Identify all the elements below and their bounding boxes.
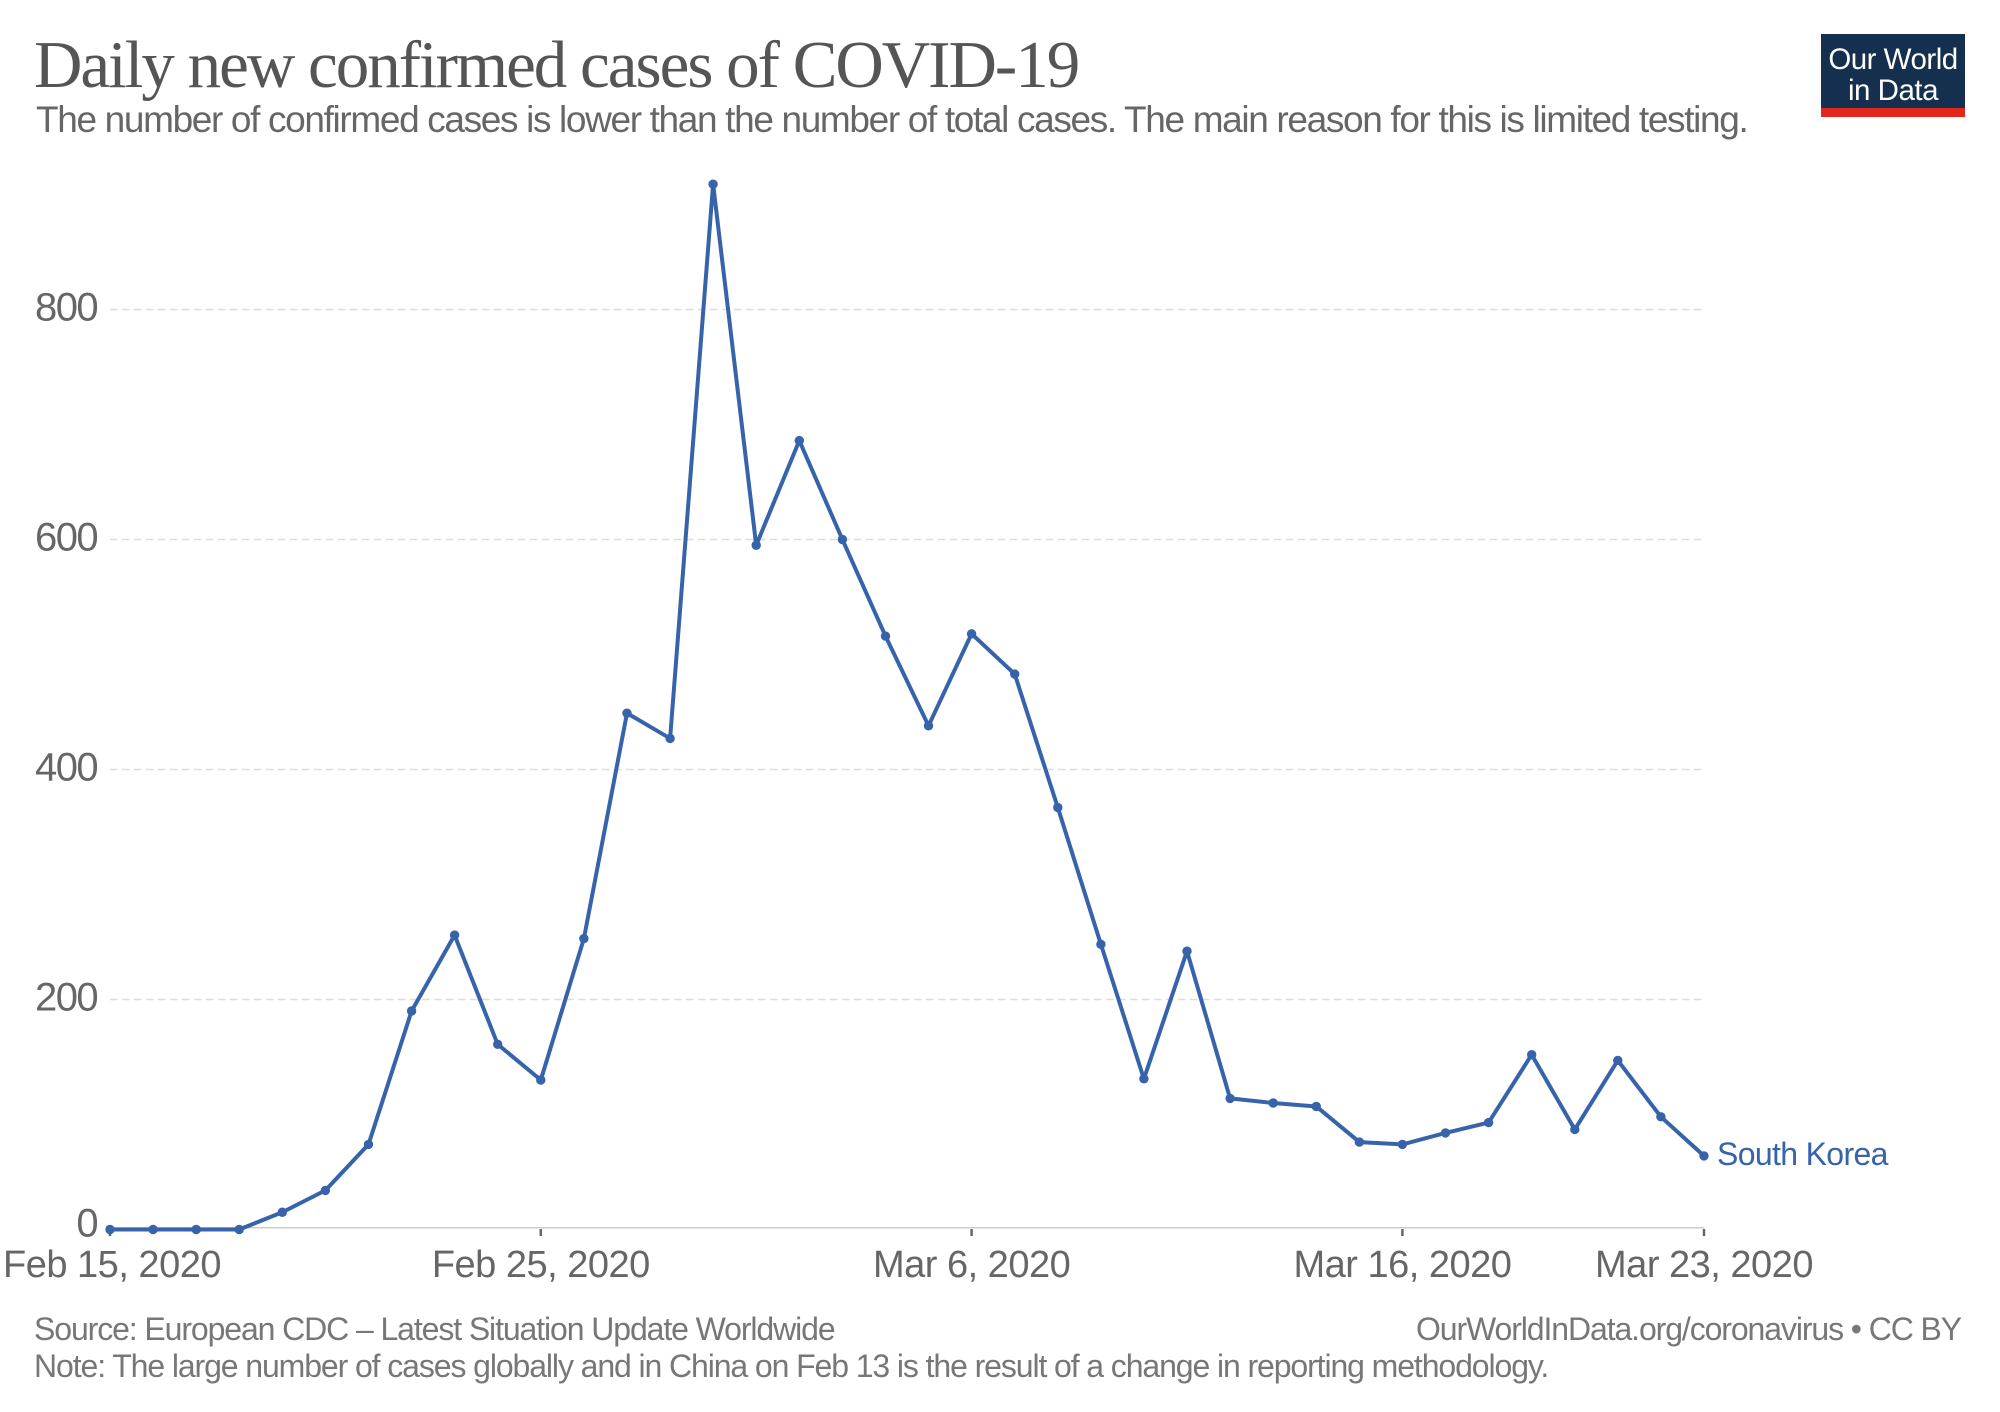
svg-text:0: 0 <box>76 1202 97 1246</box>
svg-text:200: 200 <box>35 976 97 1020</box>
svg-text:600: 600 <box>35 516 97 560</box>
svg-text:Our World: Our World <box>1828 43 1957 76</box>
svg-text:800: 800 <box>35 286 97 330</box>
svg-text:OurWorldInData.org/coronavirus: OurWorldInData.org/coronavirus • CC BY <box>1416 1311 1962 1347</box>
svg-text:Mar 16, 2020: Mar 16, 2020 <box>1293 1244 1511 1286</box>
svg-text:Source: European CDC – Latest: Source: European CDC – Latest Situation … <box>34 1311 835 1347</box>
svg-text:400: 400 <box>35 746 97 790</box>
svg-text:Mar 23, 2020: Mar 23, 2020 <box>1595 1244 1813 1286</box>
svg-text:The number of confirmed cases: The number of confirmed cases is lower t… <box>36 99 1747 140</box>
svg-text:Mar 6, 2020: Mar 6, 2020 <box>873 1244 1070 1286</box>
svg-text:in Data: in Data <box>1848 74 1939 107</box>
svg-text:Feb 25, 2020: Feb 25, 2020 <box>432 1244 650 1286</box>
svg-text:Feb 15, 2020: Feb 15, 2020 <box>3 1244 221 1286</box>
svg-text:Daily new confirmed cases of C: Daily new confirmed cases of COVID-19 <box>34 28 1078 102</box>
svg-text:Note: The large number of case: Note: The large number of cases globally… <box>34 1348 1548 1384</box>
svg-text:South Korea: South Korea <box>1717 1136 1889 1172</box>
